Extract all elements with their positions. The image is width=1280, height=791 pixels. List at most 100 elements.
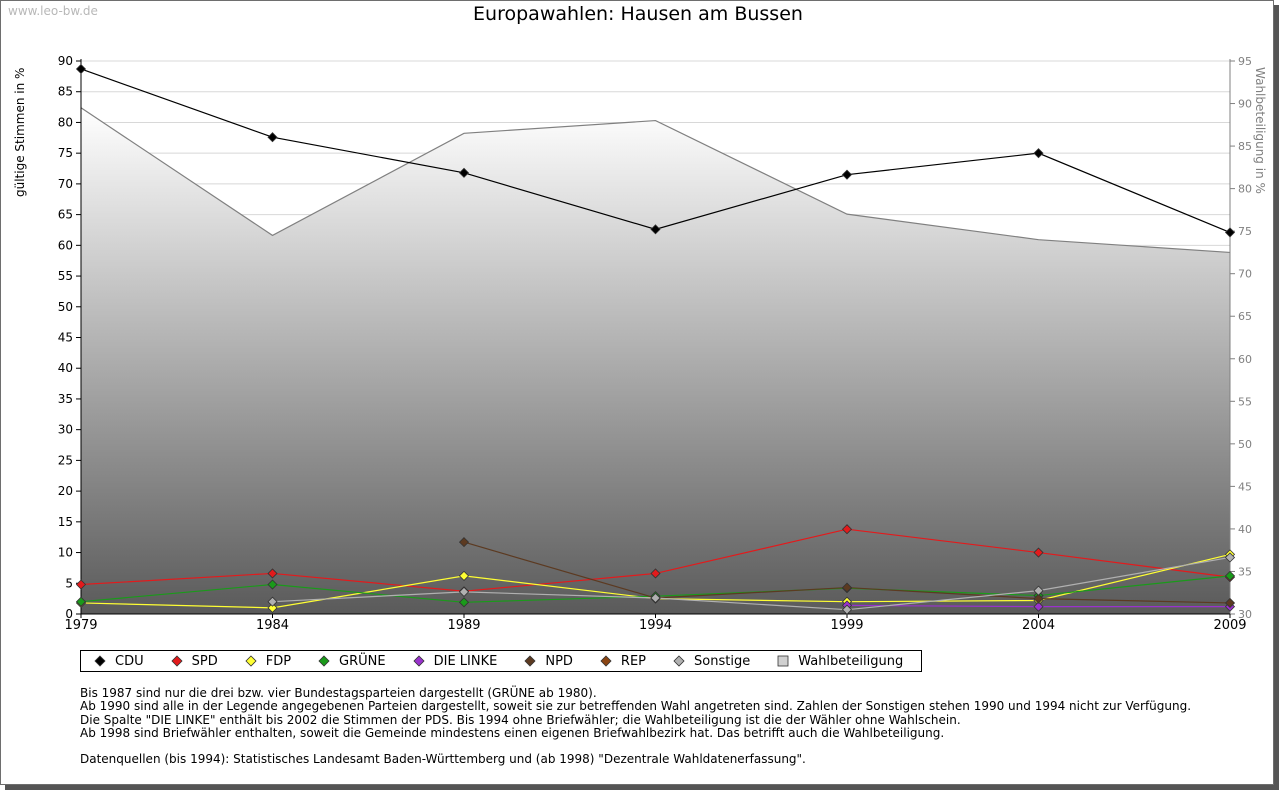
legend-label: GRÜNE	[339, 653, 386, 669]
y2-tick-label: 65	[1238, 310, 1252, 323]
data-point	[650, 592, 661, 604]
series-line-sonstige	[272, 556, 1231, 611]
data-point	[458, 167, 470, 178]
data-point	[75, 63, 87, 75]
y-tick-label: 5	[65, 576, 73, 590]
data-point	[267, 579, 278, 590]
y-tick-label: 20	[58, 484, 73, 498]
legend-item: GRÜNE	[317, 654, 386, 669]
legend-marker-icon	[412, 654, 426, 668]
y-tick-label: 80	[58, 115, 73, 129]
data-point	[841, 604, 853, 615]
data-point	[841, 524, 853, 535]
y-tick-label: 50	[58, 300, 73, 314]
legend-item: DIE LINKE	[412, 654, 497, 669]
turnout-line	[80, 107, 1231, 254]
y-tick-label: 40	[58, 361, 73, 375]
y2-tick-label: 85	[1238, 140, 1252, 153]
legend-label: Wahlbeteiligung	[798, 653, 904, 669]
y-tick-label: 75	[58, 146, 73, 160]
y-tick-label: 85	[58, 85, 73, 99]
data-point	[75, 596, 87, 607]
notes: Bis 1987 sind nur die drei bzw. vier Bun…	[80, 686, 1260, 766]
note-line: Ab 1990 sind alle in der Legende angegeb…	[80, 699, 1192, 714]
y-tick-label: 45	[58, 331, 73, 345]
data-point	[841, 582, 853, 593]
x-tick-label: 1999	[830, 618, 863, 633]
y2-axis-label: Wahlbeteiligung in %	[1253, 67, 1267, 194]
data-point	[650, 568, 661, 579]
axes: 0 5 10 15 20 25 30 35 40 45 50 55 60 65 70 75 80 85 90 30 35…	[58, 54, 1252, 633]
x-tick-label: 1994	[639, 618, 672, 633]
legend-label: CDU	[115, 653, 144, 669]
turnout-fill	[81, 107, 1230, 615]
legend-label: FDP	[265, 653, 292, 669]
legend-marker-icon	[170, 654, 184, 668]
x-tick-label: 2004	[1022, 618, 1055, 633]
y2-tick-label: 40	[1238, 523, 1252, 536]
data-point	[1033, 601, 1044, 612]
y2-tick-label: 45	[1238, 480, 1252, 493]
legend-item: REP	[599, 654, 646, 669]
x-tick-label: 1989	[447, 618, 480, 633]
y2-tick-label: 50	[1238, 438, 1252, 451]
legend-item: NPD	[523, 654, 573, 669]
legend: CDU SPD FDP GRÜNE DIE LINKE NPD REP Sonstige Wah…	[80, 650, 922, 672]
data-point	[1033, 585, 1044, 596]
legend-marker-icon	[599, 654, 613, 668]
y-axis-label: gültige Stimmen in %	[13, 67, 27, 197]
legend-marker-icon	[776, 654, 790, 668]
legend-label: Sonstige	[694, 653, 751, 669]
series-points	[75, 63, 1236, 615]
data-point	[458, 570, 470, 581]
data-point	[1224, 597, 1236, 609]
y2-tick-label: 75	[1238, 225, 1252, 238]
legend-item: SPD	[170, 654, 218, 669]
legend-item: Sonstige	[672, 654, 750, 669]
legend-marker-icon	[244, 654, 258, 668]
y-tick-label: 0	[65, 607, 73, 621]
data-point	[267, 568, 278, 579]
y2-tick-label: 80	[1238, 183, 1252, 196]
y-tick-label: 90	[58, 54, 73, 68]
watermark: www.leo-bw.de	[8, 4, 98, 18]
note-line: Ab 1998 sind Briefwähler enthalten, sowe…	[80, 725, 945, 740]
legend-marker-icon	[317, 654, 331, 668]
data-point	[267, 132, 278, 143]
legend-item: Wahlbeteiligung	[776, 654, 903, 669]
y2-tick-label: 30	[1238, 608, 1252, 621]
data-point	[1224, 570, 1236, 581]
note-line: Die Spalte "DIE LINKE" enthält bis 2002 …	[80, 712, 961, 727]
note-line: Bis 1987 sind nur die drei bzw. vier Bun…	[80, 686, 597, 700]
data-point	[75, 579, 87, 590]
data-point	[1033, 148, 1044, 159]
data-point	[458, 597, 470, 608]
data-point	[1224, 227, 1236, 238]
legend-label: NPD	[545, 653, 573, 669]
y2-tick-label: 35	[1238, 565, 1252, 578]
data-point	[267, 602, 278, 613]
y-tick-label: 55	[58, 269, 73, 283]
x-tick-label: 2009	[1213, 618, 1246, 633]
legend-label: REP	[620, 653, 647, 669]
y-tick-label: 35	[58, 392, 73, 406]
y-tick-label: 25	[58, 453, 73, 467]
legend-marker-icon	[93, 654, 107, 668]
legend-item: CDU	[93, 654, 144, 669]
data-point	[1033, 547, 1044, 558]
turnout-area	[80, 107, 1231, 615]
y-tick-label: 10	[58, 546, 73, 560]
legend-item: FDP	[244, 654, 291, 669]
chart-title: Europawahlen: Hausen am Bussen	[473, 3, 803, 25]
y2-tick-label: 95	[1238, 55, 1252, 68]
data-point	[650, 224, 661, 235]
y2-tick-label: 60	[1238, 353, 1252, 366]
data-point	[267, 596, 278, 607]
y2-tick-label: 90	[1238, 98, 1252, 111]
y2-tick-label: 55	[1238, 395, 1252, 408]
y-tick-label: 60	[58, 238, 73, 252]
data-point	[1033, 593, 1044, 604]
data-point	[841, 169, 853, 180]
y-tick-label: 30	[58, 423, 73, 437]
